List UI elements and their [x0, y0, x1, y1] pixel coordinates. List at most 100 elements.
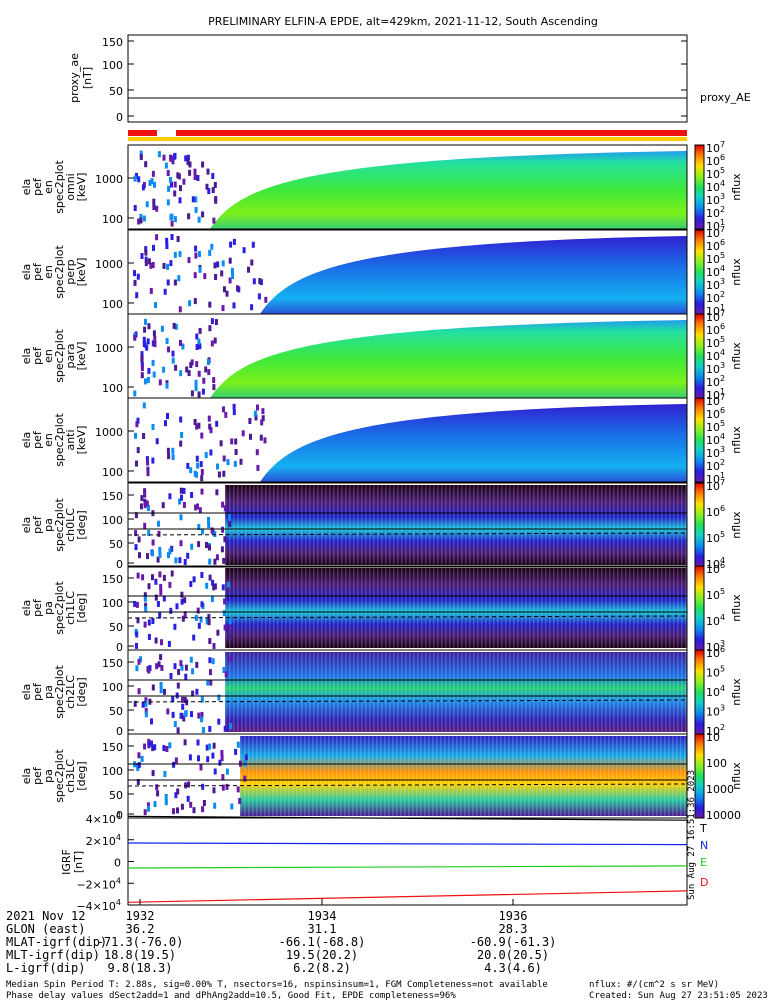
proxy-ae-ytick: 0 — [116, 111, 123, 124]
igrf-ytick: 0 — [114, 857, 121, 870]
colorbar-tick: 104 — [706, 684, 725, 699]
spectrogram-ylabel: en — [42, 265, 55, 279]
igrf-line-N — [127, 842, 688, 846]
spectrogram-ytick: 100 — [102, 681, 123, 694]
footer-row-value: 4.3(4.6) — [484, 961, 542, 975]
spectrogram-field — [210, 151, 687, 229]
colorbar-tick: 105 — [706, 530, 725, 545]
spectrogram-ytick: 100 — [102, 597, 123, 610]
colorbar — [694, 649, 705, 735]
footer-created: Created: Sun Aug 27 23:51:05 2023 — [589, 991, 768, 1000]
spectrogram-ytick: 1000 — [95, 342, 123, 355]
spectrogram-ylabel: pef — [31, 346, 44, 365]
colorbar-tick: 104 — [706, 613, 725, 628]
spectrogram-ylabel: ela — [20, 684, 33, 701]
igrf-line-E — [127, 865, 688, 869]
spectrogram-field — [260, 236, 687, 314]
orbit-bar-yellow — [128, 137, 687, 141]
proxy-ae-ylabel: proxy_ae — [68, 53, 81, 103]
spectrogram-ytick: 100 — [102, 514, 123, 527]
igrf-line-D — [127, 890, 688, 903]
proxy-ae-ylabel: [nT] — [81, 67, 94, 89]
spectrogram-ylabel: [keV] — [75, 173, 88, 202]
spectrogram-ylabel: pa — [42, 601, 55, 615]
spectrogram-ylabel: pef — [31, 262, 44, 281]
spectrogram-ytick: 100 — [102, 298, 123, 311]
spectrogram-panel-3: 1000100elapefenspec2plotpara[keV]1011021… — [20, 309, 743, 402]
spectrogram-ytick: 0 — [116, 809, 123, 822]
proxy-ae-panel: 0 50 100 150 proxy_ae [nT] proxy_AE — [68, 34, 751, 124]
colorbar-tick: 10000 — [706, 809, 741, 822]
colorbar-label: nflux — [730, 426, 743, 454]
spectrogram-ytick: 50 — [109, 621, 123, 634]
spectrogram-ylabel: en — [42, 433, 55, 447]
figure-title: PRELIMINARY ELFIN-A EPDE, alt=429km, 202… — [208, 15, 598, 28]
igrf-ylabel: [nT] — [72, 851, 85, 873]
colorbar-tick: 1000 — [706, 783, 734, 796]
footer-row-label: 2021 Nov 12 — [6, 909, 85, 923]
spectrogram-field — [225, 485, 687, 565]
spectrogram-ytick: 150 — [102, 573, 123, 586]
spectrogram-ylabel: omni — [64, 173, 77, 200]
spectrogram-ytick: 0 — [116, 641, 123, 654]
colorbar — [694, 733, 705, 819]
igrf-legend-T: T — [699, 822, 707, 835]
colorbar-tick: 103 — [706, 704, 725, 719]
footer-row-value: 1936 — [499, 909, 528, 923]
spectrogram-ytick: 100 — [102, 382, 123, 395]
footer-note-2: Phase delay values dSect2add=1 and dPhAn… — [6, 991, 456, 1000]
spectrogram-ylabel: spec2plot — [53, 413, 66, 467]
colorbar-tick: 10 — [706, 731, 720, 744]
spectrogram-panel-6: 150100500elapefpaspec2plotch1LC[deg]1031… — [20, 561, 743, 654]
spectrogram-panel-4: 1000100elapefenspec2plotanti[keV]1011021… — [20, 393, 743, 486]
orbit-bar-red-2 — [176, 130, 687, 136]
spectrogram-ylabel: ela — [20, 600, 33, 617]
spectrogram-ylabel: ch3LC — [64, 759, 77, 793]
footer-row-label: MLAT-igrf(dip) — [6, 935, 107, 949]
igrf-ylabel: IGRF — [60, 849, 73, 875]
igrf-ytick: 2×104 — [86, 833, 121, 848]
footer-units: nflux: #/(cm^2 s sr MeV) — [589, 980, 719, 990]
spectrogram-ylabel: [keV] — [75, 342, 88, 371]
spectrogram-ytick: 50 — [109, 538, 123, 551]
spectrogram-ytick: 1000 — [95, 258, 123, 271]
spectrogram-ytick: 100 — [102, 765, 123, 778]
spectrogram-ylabel: spec2plot — [53, 498, 66, 552]
spectrogram-ylabel: ela — [20, 432, 33, 449]
footer-row-value: -60.9(-61.3) — [470, 935, 557, 949]
footer-row-value: 31.1 — [308, 922, 337, 936]
spectrogram-ytick: 150 — [102, 490, 123, 503]
spectrogram-field — [225, 652, 687, 732]
footer-row-value: 6.2(8.2) — [293, 961, 351, 975]
spectrogram-ylabel: [deg] — [75, 677, 88, 706]
footer-row-value: 1932 — [126, 909, 155, 923]
spectrogram-ylabel: [keV] — [75, 258, 88, 287]
colorbar-tick: 107 — [706, 478, 725, 493]
spectrogram-panel-5: 150100500elapefpaspec2plotch0LC[deg]1041… — [20, 478, 743, 571]
footer-row-value: 28.3 — [499, 922, 528, 936]
footer-row-value: 20.0(20.5) — [477, 948, 549, 962]
spectrogram-ylabel: ela — [20, 179, 33, 196]
spectrogram-ytick: 100 — [102, 213, 123, 226]
colorbar-label: nflux — [730, 762, 743, 790]
igrf-ytick: 4×104 — [86, 811, 121, 826]
spectrogram-ytick: 100 — [102, 466, 123, 479]
spectrogram-ylabel: ela — [20, 264, 33, 281]
spectrogram-ylabel: pa — [42, 685, 55, 699]
colorbar-tick: 106 — [706, 645, 725, 660]
spectrogram-ylabel: para — [64, 344, 77, 369]
spectrogram-ylabel: ela — [20, 348, 33, 365]
spectrogram-ylabel: pef — [31, 766, 44, 785]
colorbar-tick: 105 — [706, 665, 725, 680]
spectrogram-ylabel: ela — [20, 768, 33, 785]
spectrogram-ylabel: spec2plot — [53, 329, 66, 383]
spectrogram-ylabel: en — [42, 349, 55, 363]
spectrogram-ylabel: [deg] — [75, 510, 88, 539]
spectrogram-ylabel: pef — [31, 177, 44, 196]
spectrogram-ylabel: pef — [31, 515, 44, 534]
footer-row-value: 36.2 — [126, 922, 155, 936]
spectrogram-ylabel: pef — [31, 682, 44, 701]
footer-row-label: MLT-igrf(dip) — [6, 948, 100, 962]
spectrogram-ytick: 1000 — [95, 426, 123, 439]
